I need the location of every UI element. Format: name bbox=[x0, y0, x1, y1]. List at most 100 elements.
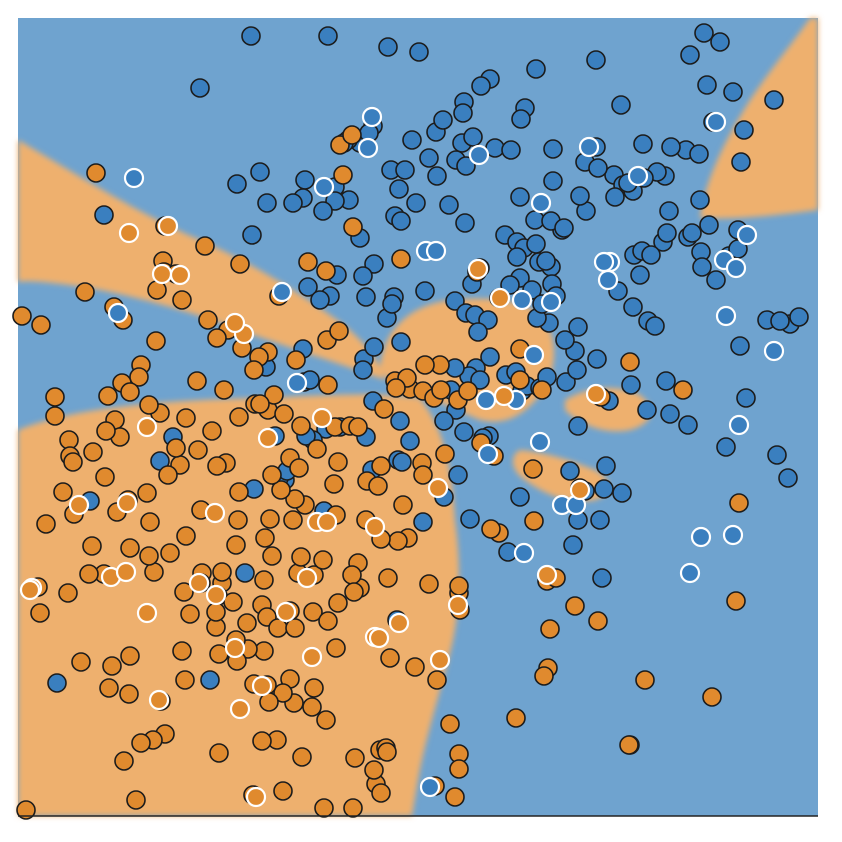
point-orange bbox=[344, 582, 364, 602]
point-blue-test bbox=[722, 524, 744, 546]
point-blue bbox=[633, 134, 653, 154]
point-blue bbox=[543, 139, 563, 159]
point-orange bbox=[180, 604, 200, 624]
point-blue-test bbox=[475, 389, 497, 411]
point-orange bbox=[291, 547, 311, 567]
point-orange bbox=[212, 562, 232, 582]
point-blue bbox=[511, 109, 531, 129]
point-blue bbox=[227, 174, 247, 194]
point-orange-test bbox=[301, 646, 323, 668]
point-blue-test bbox=[715, 305, 737, 327]
point-orange-test bbox=[205, 584, 227, 606]
point-orange-test bbox=[364, 516, 386, 538]
point-orange bbox=[260, 509, 280, 529]
point-orange bbox=[83, 442, 103, 462]
point-blue bbox=[680, 45, 700, 65]
point-orange-test bbox=[296, 567, 318, 589]
point-orange bbox=[588, 611, 608, 631]
point-blue bbox=[419, 148, 439, 168]
point-blue bbox=[621, 375, 641, 395]
point-blue bbox=[568, 416, 588, 436]
point-blue bbox=[389, 179, 409, 199]
point-orange bbox=[237, 613, 257, 633]
point-blue bbox=[567, 360, 587, 380]
point-blue bbox=[734, 120, 754, 140]
point-orange bbox=[540, 619, 560, 639]
point-orange bbox=[31, 315, 51, 335]
point-orange bbox=[120, 538, 140, 558]
point-orange bbox=[364, 760, 384, 780]
point-blue bbox=[257, 193, 277, 213]
point-orange-test bbox=[118, 222, 140, 244]
point-orange bbox=[36, 514, 56, 534]
point-orange bbox=[45, 406, 65, 426]
point-blue-test bbox=[763, 340, 785, 362]
point-blue-test bbox=[286, 372, 308, 394]
point-blue bbox=[190, 78, 210, 98]
point-orange bbox=[174, 582, 194, 602]
point-orange bbox=[285, 618, 305, 638]
point-orange-test bbox=[275, 601, 297, 623]
point-orange bbox=[635, 670, 655, 690]
point-orange bbox=[86, 163, 106, 183]
point-blue bbox=[242, 225, 262, 245]
point-orange bbox=[140, 512, 160, 532]
point-blue bbox=[510, 487, 530, 507]
point-orange bbox=[229, 407, 249, 427]
point-orange bbox=[188, 440, 208, 460]
point-orange bbox=[673, 380, 693, 400]
point-orange bbox=[254, 570, 274, 590]
point-orange bbox=[702, 687, 722, 707]
point-orange bbox=[316, 261, 336, 281]
point-orange-test bbox=[536, 564, 558, 586]
point-orange-test bbox=[388, 612, 410, 634]
point-blue-test bbox=[271, 281, 293, 303]
point-blue bbox=[536, 251, 556, 271]
point-blue bbox=[382, 294, 402, 314]
point-orange bbox=[206, 602, 226, 622]
point-blue bbox=[402, 130, 422, 150]
point-blue bbox=[455, 213, 475, 233]
point-orange bbox=[172, 641, 192, 661]
point-blue bbox=[250, 162, 270, 182]
point-orange bbox=[120, 646, 140, 666]
point-orange bbox=[75, 282, 95, 302]
point-orange bbox=[348, 417, 368, 437]
point-blue bbox=[637, 400, 657, 420]
point-orange bbox=[82, 536, 102, 556]
point-blue bbox=[526, 234, 546, 254]
point-blue bbox=[448, 465, 468, 485]
point-orange-test bbox=[467, 258, 489, 280]
point-orange-test bbox=[427, 477, 449, 499]
point-orange-test bbox=[224, 312, 246, 334]
point-orange bbox=[523, 459, 543, 479]
point-orange bbox=[371, 783, 391, 803]
point-orange bbox=[158, 465, 178, 485]
point-blue bbox=[47, 673, 67, 693]
point-orange bbox=[166, 438, 186, 458]
point-orange bbox=[506, 708, 526, 728]
point-orange bbox=[139, 395, 159, 415]
point-orange bbox=[119, 684, 139, 704]
point-blue-test bbox=[725, 257, 747, 279]
point-orange bbox=[345, 748, 365, 768]
point-orange bbox=[377, 742, 397, 762]
point-orange bbox=[292, 747, 312, 767]
point-orange bbox=[565, 596, 585, 616]
point-blue-test bbox=[107, 302, 129, 324]
point-blue bbox=[556, 372, 576, 392]
point-blue bbox=[611, 95, 631, 115]
point-orange bbox=[223, 592, 243, 612]
point-orange bbox=[371, 456, 391, 476]
point-orange bbox=[329, 321, 349, 341]
point-blue bbox=[501, 140, 521, 160]
point-orange-test bbox=[489, 287, 511, 309]
point-blue bbox=[789, 307, 809, 327]
point-blue-test bbox=[477, 443, 499, 465]
point-blue bbox=[507, 247, 527, 267]
point-blue-test bbox=[578, 136, 600, 158]
point-blue bbox=[500, 275, 520, 295]
point-blue-test bbox=[357, 137, 379, 159]
point-blue bbox=[657, 223, 677, 243]
point-blue bbox=[391, 332, 411, 352]
